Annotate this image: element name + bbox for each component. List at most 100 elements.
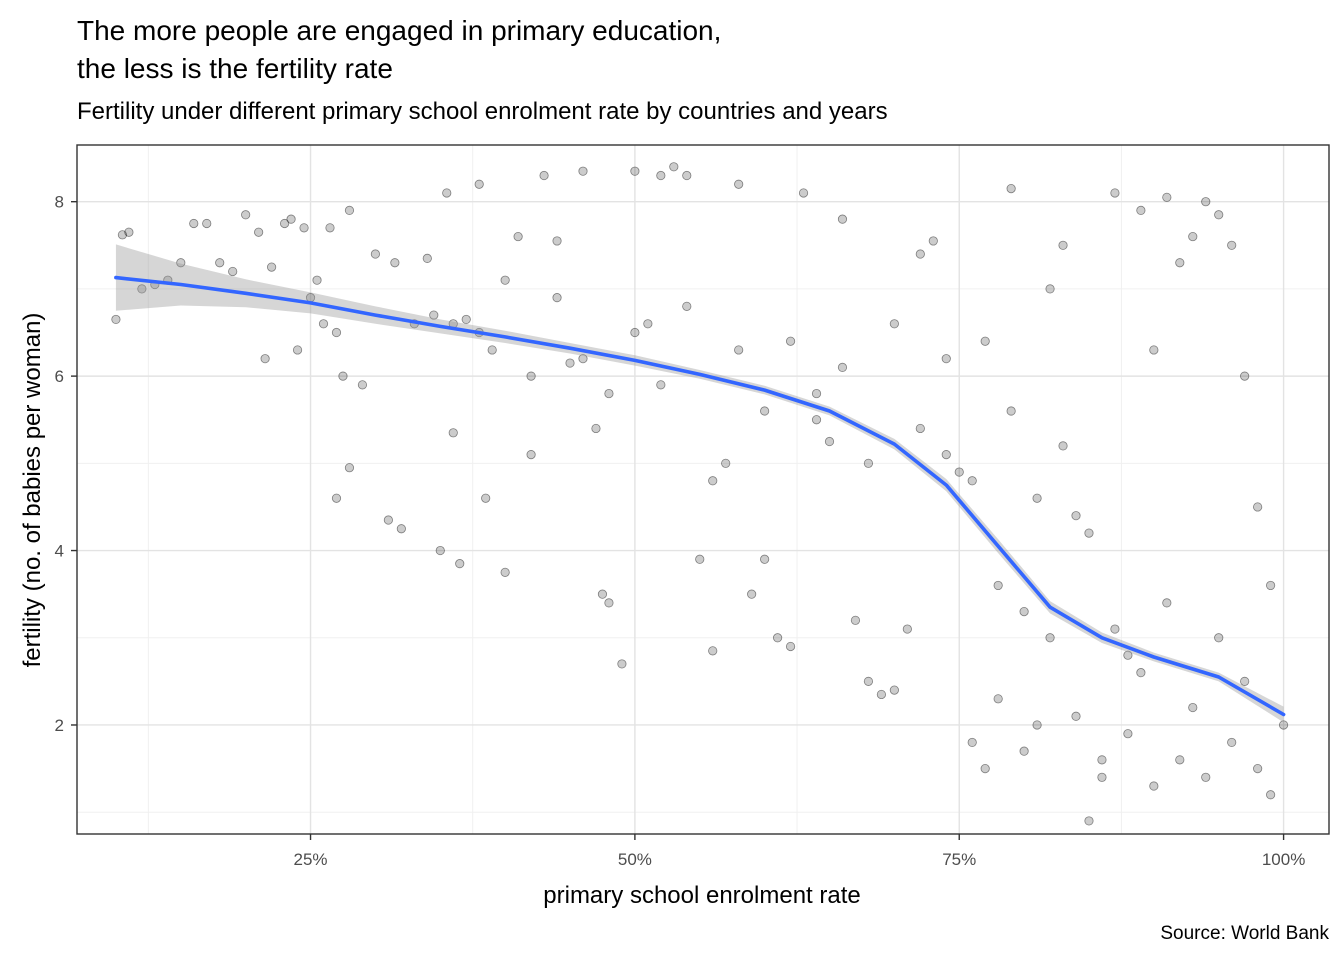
data-point bbox=[837, 214, 848, 224]
data-point bbox=[785, 336, 796, 346]
data-point bbox=[798, 188, 809, 198]
data-point bbox=[552, 293, 562, 303]
data-point bbox=[915, 423, 925, 434]
data-point bbox=[1006, 184, 1016, 194]
data-point bbox=[734, 345, 744, 355]
y-tick-label: 2 bbox=[55, 716, 64, 735]
data-point bbox=[1240, 371, 1250, 381]
data-point bbox=[254, 227, 264, 237]
data-point bbox=[1201, 772, 1211, 782]
data-point bbox=[299, 223, 309, 233]
data-point bbox=[824, 436, 835, 447]
panel-border bbox=[76, 144, 1330, 835]
data-point bbox=[669, 162, 679, 172]
chart-title: The more people are engaged in primary e… bbox=[77, 15, 722, 84]
data-point bbox=[1162, 598, 1172, 608]
data-point bbox=[202, 218, 212, 229]
data-point bbox=[1058, 441, 1068, 451]
data-point bbox=[1240, 676, 1250, 686]
data-point bbox=[1149, 345, 1159, 355]
data-point bbox=[1136, 205, 1146, 216]
data-point bbox=[435, 545, 445, 556]
data-point bbox=[656, 170, 666, 181]
data-point bbox=[785, 641, 796, 652]
chart-subtitle: Fertility under different primary school… bbox=[77, 98, 888, 125]
data-point bbox=[1071, 511, 1081, 521]
data-point bbox=[455, 559, 465, 569]
grid-minor bbox=[77, 145, 1329, 834]
data-point bbox=[760, 406, 770, 416]
data-point bbox=[286, 214, 296, 224]
x-axis-ticks: 25% 50% 75% 100% bbox=[294, 834, 1305, 869]
data-point bbox=[1110, 624, 1120, 634]
plot-panel bbox=[77, 145, 1329, 834]
data-point bbox=[513, 231, 523, 242]
data-point bbox=[734, 179, 744, 189]
data-point bbox=[500, 275, 510, 285]
data-point bbox=[1123, 650, 1133, 660]
data-point bbox=[721, 458, 731, 468]
data-point bbox=[954, 467, 964, 477]
data-point bbox=[591, 423, 601, 434]
data-point bbox=[526, 450, 536, 460]
points-layer bbox=[111, 162, 1289, 826]
data-point bbox=[111, 314, 121, 325]
data-point bbox=[241, 210, 251, 220]
data-point bbox=[189, 218, 199, 229]
y-tick-label: 4 bbox=[55, 542, 64, 561]
x-tick-label: 25% bbox=[294, 850, 328, 869]
data-point bbox=[993, 580, 1003, 591]
data-point bbox=[993, 694, 1003, 704]
data-point bbox=[837, 362, 848, 372]
x-tick-label: 75% bbox=[942, 850, 976, 869]
data-point bbox=[682, 301, 692, 311]
data-point bbox=[1175, 258, 1185, 268]
data-point bbox=[357, 380, 368, 390]
data-point bbox=[279, 218, 290, 229]
data-point bbox=[902, 624, 912, 634]
data-point bbox=[915, 249, 925, 259]
data-point bbox=[565, 358, 575, 368]
data-point bbox=[539, 170, 549, 181]
data-point bbox=[863, 676, 874, 686]
data-point bbox=[1032, 720, 1042, 730]
data-point bbox=[747, 589, 757, 599]
x-tick-label: 100% bbox=[1262, 850, 1305, 869]
data-point bbox=[1201, 197, 1211, 207]
data-point bbox=[124, 227, 134, 237]
data-point bbox=[604, 388, 614, 399]
data-point bbox=[617, 659, 627, 669]
data-point bbox=[344, 205, 355, 216]
data-point bbox=[980, 763, 990, 774]
data-point bbox=[1084, 816, 1094, 826]
data-point bbox=[176, 258, 186, 268]
data-point bbox=[344, 463, 355, 473]
data-point bbox=[1045, 633, 1055, 643]
data-point bbox=[137, 284, 147, 294]
x-axis-title: primary school enrolment rate bbox=[543, 882, 860, 909]
data-point bbox=[1045, 284, 1055, 294]
data-point bbox=[267, 262, 277, 272]
data-point bbox=[1110, 188, 1120, 198]
data-point bbox=[597, 589, 608, 599]
data-point bbox=[390, 258, 400, 268]
data-point bbox=[980, 336, 990, 346]
data-point bbox=[876, 689, 886, 700]
data-point bbox=[1227, 240, 1237, 250]
data-point bbox=[1136, 668, 1146, 678]
data-point bbox=[481, 493, 491, 503]
data-point bbox=[1058, 240, 1068, 250]
data-point bbox=[1084, 528, 1094, 538]
data-point bbox=[1214, 633, 1224, 643]
data-point bbox=[1227, 737, 1237, 748]
data-point bbox=[708, 476, 718, 486]
data-point bbox=[682, 170, 692, 181]
data-point bbox=[695, 554, 705, 564]
data-point bbox=[1266, 580, 1276, 591]
data-point bbox=[1123, 729, 1133, 739]
x-tick-label: 50% bbox=[618, 850, 652, 869]
data-point bbox=[863, 458, 874, 468]
data-point bbox=[370, 249, 381, 259]
data-point bbox=[338, 371, 348, 381]
